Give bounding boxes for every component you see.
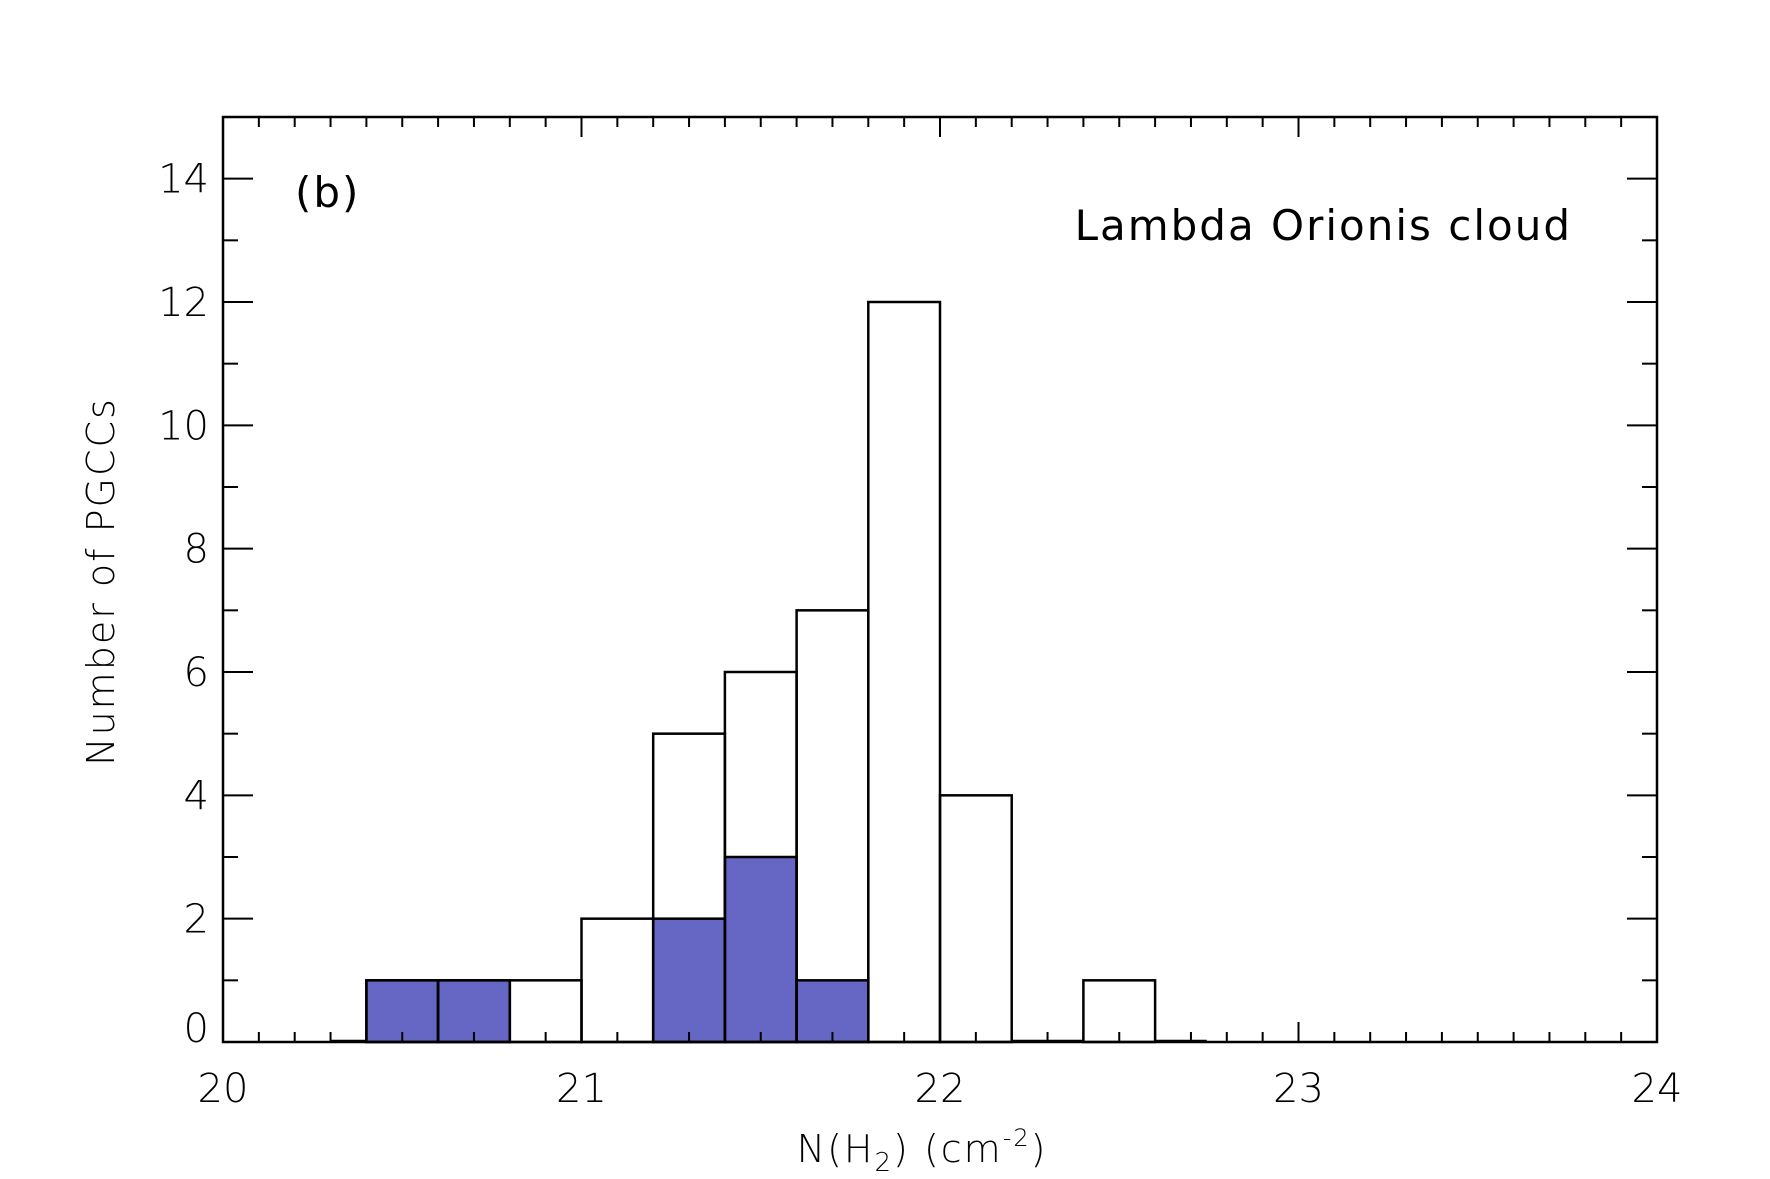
x-tick-label: 23 xyxy=(1273,1066,1324,1112)
y-tick-label: 2 xyxy=(184,897,209,943)
y-axis-title: Number of PGCCs xyxy=(79,397,123,766)
cloud-annotation: Lambda Orionis cloud xyxy=(1075,201,1572,250)
y-tick-label: 4 xyxy=(184,773,209,819)
x-tick-label: 20 xyxy=(198,1066,249,1112)
outline-bars xyxy=(331,300,1207,1044)
x-axis-title-sup: -2 xyxy=(1003,1124,1031,1152)
filled-bars xyxy=(365,855,870,1044)
filled-bar xyxy=(651,917,727,1044)
x-tick-label: 24 xyxy=(1632,1066,1683,1112)
panel-label: (b) xyxy=(295,168,360,217)
y-tick-label: 12 xyxy=(158,280,209,326)
outline-bar xyxy=(795,609,870,1044)
outline-bar xyxy=(938,794,1013,1044)
filled-bar xyxy=(723,855,798,1044)
x-axis-title-end: ) xyxy=(1031,1127,1048,1171)
y-tick-label: 0 xyxy=(184,1006,209,1052)
x-axis-title-mid: ) (cm xyxy=(893,1127,1003,1171)
y-tick-label: 10 xyxy=(158,403,209,449)
plot-frame xyxy=(221,115,1659,1044)
outline-bar xyxy=(867,300,942,1044)
y-tick-label: 6 xyxy=(184,650,209,696)
x-axis-title-main: N(H xyxy=(797,1127,875,1171)
y-tick-label: 8 xyxy=(184,527,209,573)
y-tick-label: 14 xyxy=(158,157,209,203)
outline-bar xyxy=(580,917,655,1044)
x-tick-label: 21 xyxy=(556,1066,607,1112)
x-tick-label: 22 xyxy=(915,1066,966,1112)
x-axis-title: N(H2) (cm-2) xyxy=(797,1124,1048,1178)
x-axis-title-sub: 2 xyxy=(875,1148,894,1178)
